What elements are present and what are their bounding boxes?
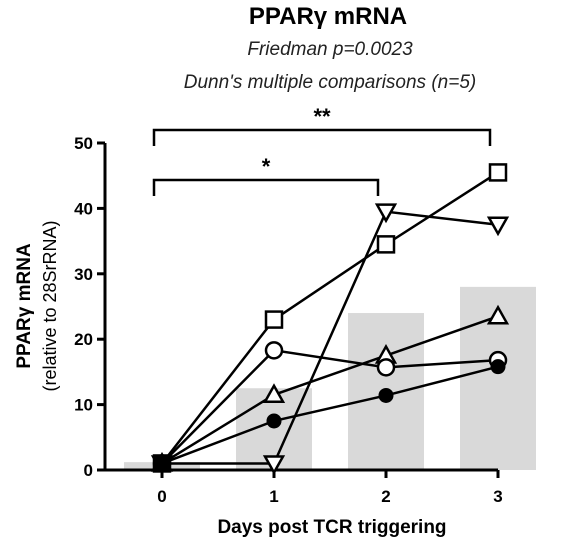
point-circle-open-day-2 bbox=[376, 358, 396, 377]
significance-bracket-0-2 bbox=[152, 178, 380, 196]
significance-label-0-2: * bbox=[262, 154, 271, 179]
x-tick-label-1: 1 bbox=[269, 487, 278, 506]
axes-layer: 0 10 20 30 40 50 0 1 2 3 bbox=[74, 134, 503, 506]
point-triangle-down-day-2 bbox=[374, 203, 398, 224]
bars-layer bbox=[124, 286, 536, 470]
point-triangle-down-day-1 bbox=[262, 455, 286, 476]
chart-subtitle-line-1: Friedman p=0.0023 bbox=[247, 39, 413, 60]
point-square-day-2 bbox=[376, 235, 396, 254]
point-square-day-1 bbox=[264, 310, 284, 329]
point-square-day-3 bbox=[488, 163, 508, 182]
series-line-triangle-down bbox=[162, 210, 499, 465]
y-axis-title: PPARγ mRNA bbox=[14, 243, 35, 369]
point-circle-filled-day-2 bbox=[378, 387, 394, 403]
y-tick-label-40: 40 bbox=[74, 199, 93, 218]
x-tick-label-2: 2 bbox=[381, 487, 390, 506]
point-triangle-down-day-3 bbox=[486, 216, 510, 237]
point-triangle-up-day-3 bbox=[486, 304, 510, 325]
significance-label-0-3: ** bbox=[313, 104, 331, 129]
y-tick-label-20: 20 bbox=[74, 330, 93, 349]
point-circle-open-day-1 bbox=[264, 341, 284, 360]
series-line-square bbox=[161, 171, 499, 465]
series-line-circle-filled bbox=[161, 365, 499, 465]
chart-subtitle-line-2: Dunn's multiple comparisons (n=5) bbox=[184, 72, 476, 93]
series-line-circle-open bbox=[161, 348, 499, 465]
x-tick-label-0: 0 bbox=[157, 487, 166, 506]
point-circle-filled-day-0 bbox=[154, 455, 170, 471]
y-tick-label-0: 0 bbox=[84, 461, 93, 480]
significance-bracket-0-3 bbox=[152, 128, 492, 146]
point-circle-filled-day-1 bbox=[266, 413, 282, 429]
significance-layer: *** bbox=[152, 104, 492, 196]
y-tick-label-50: 50 bbox=[74, 134, 93, 153]
x-axis-title: Days post TCR triggering bbox=[217, 517, 446, 538]
series-layer bbox=[150, 163, 510, 476]
point-circle-filled-day-3 bbox=[490, 359, 506, 375]
x-tick-label-3: 3 bbox=[493, 487, 502, 506]
y-tick-label-30: 30 bbox=[74, 265, 93, 284]
point-triangle-up-day-1 bbox=[262, 383, 286, 404]
series-line-triangle-up bbox=[161, 315, 499, 465]
chart-title: PPARγ mRNA bbox=[249, 3, 407, 30]
y-axis-subtitle: (relative to 28SrRNA) bbox=[40, 220, 60, 391]
y-tick-label-10: 10 bbox=[74, 396, 93, 415]
